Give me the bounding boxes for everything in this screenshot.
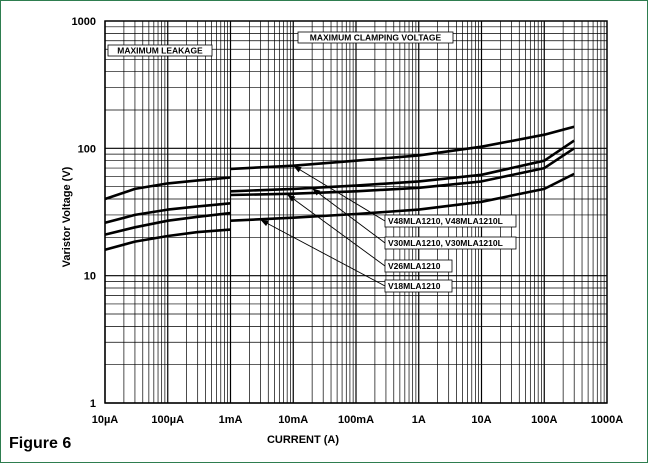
region-box-clamping [297, 31, 454, 44]
y-tick-labels: 1 10 100 1000 [72, 16, 96, 410]
series-label-box [384, 236, 517, 250]
annotation-arrowhead [260, 219, 269, 227]
x-tick-label: 100mA [338, 414, 374, 426]
annotation-arrowhead [287, 194, 296, 202]
y-axis-title: Varistor Voltage (V) [61, 166, 73, 267]
x-tick-label: 10mA [278, 414, 308, 426]
x-tick-label: 10A [471, 414, 491, 426]
series-labels: V48MLA1210, V48MLA1210L V30MLA1210, V30ML… [384, 214, 517, 293]
curve-clamping [230, 172, 575, 222]
x-tick-labels: 10µA 100µA 1mA 10mA 100mA 1A 10A 100A 1000A [92, 414, 624, 426]
x-tick-label: 100µA [151, 414, 184, 426]
series-label-box [384, 279, 453, 293]
series-label: V26MLA1210 [388, 261, 441, 271]
x-tick-label: 100A [531, 414, 557, 426]
annotation-arrowhead [312, 188, 321, 196]
curve-clamping [230, 139, 575, 193]
annotation-arrows [260, 165, 386, 287]
series-label: V30MLA1210, V30MLA1210L [388, 238, 503, 248]
annotation-arrow-line [311, 187, 386, 244]
annotation-arrow-line [286, 194, 386, 267]
curve-leakage [104, 211, 231, 236]
curve-leakage [104, 176, 231, 201]
region-box-leakage [107, 44, 213, 57]
curves [104, 125, 575, 251]
x-tick-label: 1000A [591, 414, 623, 426]
figure-label: Figure 6 [9, 435, 72, 452]
grid [104, 21, 607, 404]
y-tick-label: 10 [84, 271, 96, 283]
y-tick-label: 1000 [72, 16, 96, 28]
plot-area [104, 20, 608, 404]
series-label: V18MLA1210 [388, 281, 441, 291]
region-labels: MAXIMUM LEAKAGE MAXIMUM CLAMPING VOLTAGE [107, 31, 454, 57]
x-tick-label: 10µA [92, 414, 119, 426]
annotation-arrowhead [293, 165, 302, 173]
series-label-box [384, 259, 453, 273]
y-tick-label: 1 [90, 398, 96, 410]
curve-clamping [230, 147, 575, 197]
y-tick-label: 100 [78, 143, 96, 155]
annotation-arrow-line [293, 165, 386, 222]
curve-leakage [104, 228, 231, 251]
plot-border [104, 20, 608, 404]
region-label-clamping: MAXIMUM CLAMPING VOLTAGE [310, 33, 442, 43]
region-label-leakage: MAXIMUM LEAKAGE [117, 46, 203, 56]
x-tick-label: 1A [412, 414, 426, 426]
series-label-box [384, 214, 517, 228]
x-tick-label: 1mA [219, 414, 243, 426]
annotation-arrow-line [260, 219, 386, 287]
series-label: V48MLA1210, V48MLA1210L [388, 216, 503, 226]
x-axis-title: CURRENT (A) [267, 434, 339, 446]
curve-leakage [104, 202, 231, 225]
